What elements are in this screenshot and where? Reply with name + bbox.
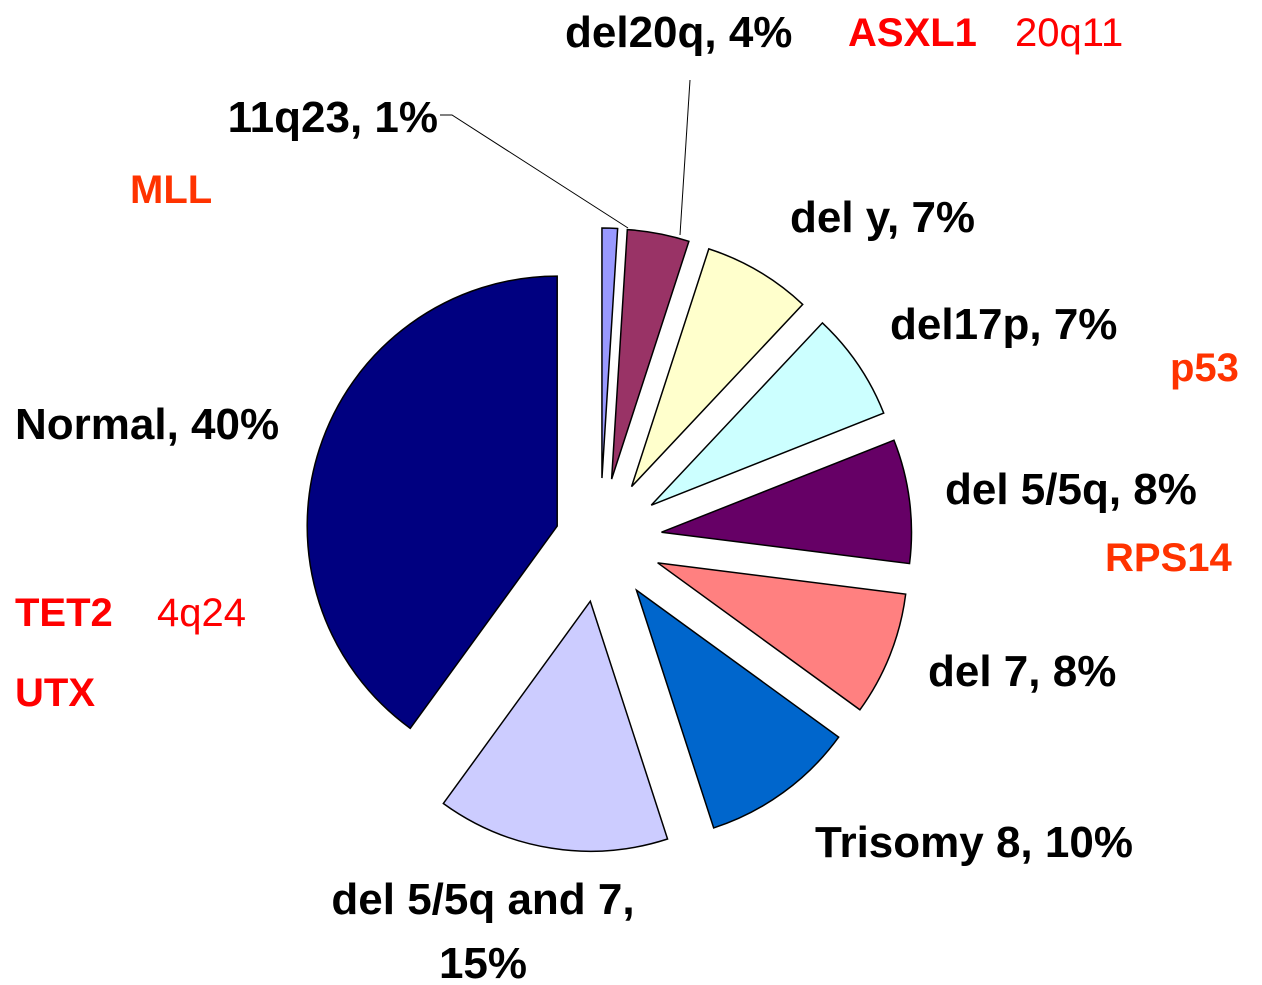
slice-label: del 7, 8% [928, 647, 1117, 696]
pie-slice [650, 321, 885, 506]
slice-label: del20q, 4% [565, 8, 793, 57]
slice-label: Trisomy 8, 10% [815, 818, 1133, 867]
annotation: 20q11 [1015, 11, 1124, 55]
pie-slice [610, 228, 690, 480]
annotation: ASXL1 [848, 11, 977, 55]
pie-slice [306, 275, 558, 730]
slice-label: del17p, 7% [890, 300, 1118, 349]
annotation: p53 [1170, 346, 1239, 390]
slice-label: del 5/5q, 8% [945, 465, 1197, 514]
slice-label: 11q23, 1% [227, 93, 438, 142]
annotation: RPS14 [1105, 536, 1232, 580]
pie-slice [630, 247, 804, 488]
pie-slice [657, 562, 907, 711]
pie-slice [661, 439, 913, 565]
slice-label: del y, 7% [790, 193, 976, 242]
pie-slice [601, 227, 619, 479]
leader-line [440, 114, 629, 229]
annotation: MLL [130, 168, 213, 212]
leader-line [679, 79, 691, 236]
pie-slice [442, 599, 669, 852]
pie-slice [635, 588, 840, 829]
annotation: TET2 [15, 591, 113, 635]
annotation: UTX [15, 671, 95, 715]
slice-label: Normal, 40% [15, 400, 280, 449]
slice-label: del 5/5q and 7, 15% [331, 875, 635, 985]
annotation: 4q24 [157, 591, 246, 635]
